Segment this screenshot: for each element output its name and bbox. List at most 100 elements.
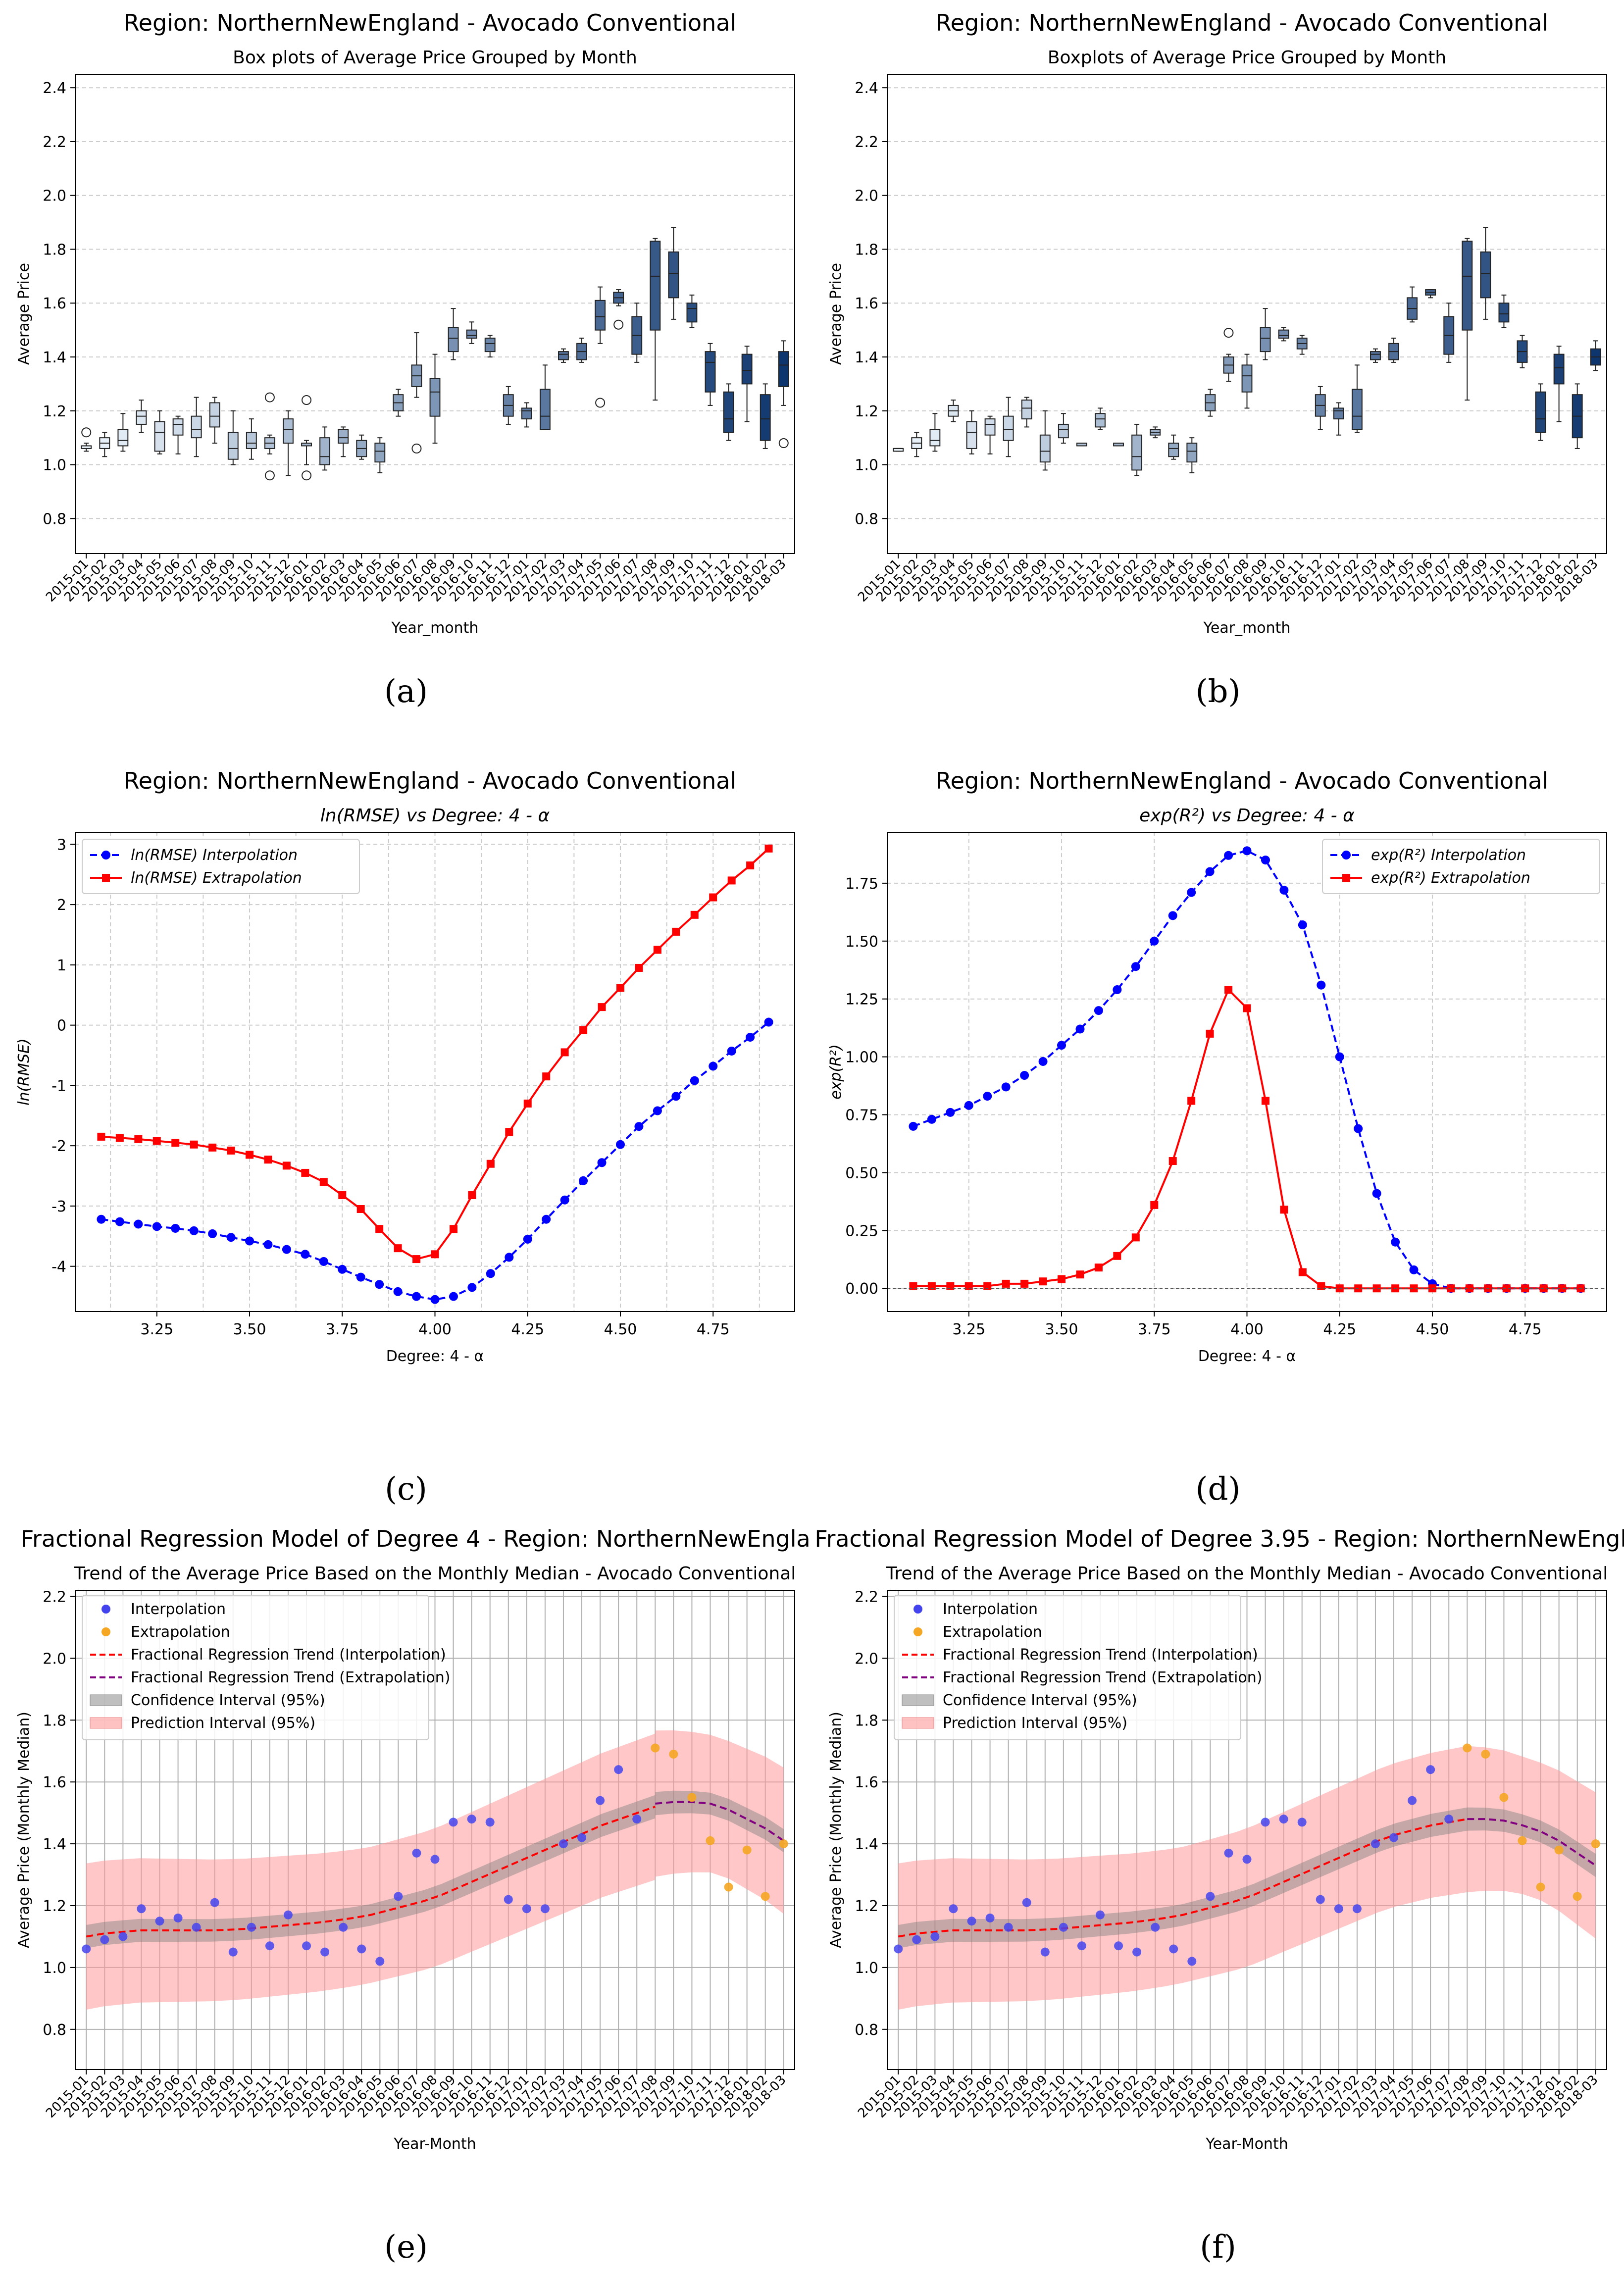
legend-swatch [902, 1717, 934, 1729]
point-interpolation [430, 1855, 440, 1864]
point-extrapolation [653, 946, 661, 954]
point-extrapolation [449, 1225, 457, 1233]
point-interpolation [1094, 1006, 1103, 1015]
y-tick-label: 1.2 [43, 403, 66, 420]
point-interpolation [118, 1932, 128, 1941]
point-interpolation [1426, 1765, 1435, 1774]
y-tick-label: 2.0 [855, 1650, 878, 1668]
box-2016-08 [1241, 354, 1253, 409]
point-interpolation [504, 1895, 513, 1904]
box-2016-12 [1315, 386, 1326, 430]
box-body [227, 432, 239, 460]
legend-label: Fractional Regression Trend (Interpolati… [943, 1646, 1258, 1664]
legend-label: ln(RMSE) Interpolation [131, 847, 298, 864]
legend-label: Extrapolation [131, 1623, 230, 1641]
y-tick-label: 1 [57, 957, 66, 974]
point-interpolation [632, 1815, 642, 1824]
point-extrapolation [319, 1178, 328, 1186]
trend-line-extrapolation [655, 1801, 784, 1842]
point-extrapolation [190, 1140, 198, 1149]
box-2016-06 [393, 389, 404, 417]
point-extrapolation [1499, 1793, 1509, 1802]
box-body [319, 437, 331, 465]
box-2015-04 [136, 400, 147, 433]
box-body [246, 432, 257, 449]
prediction-interval-interpolation [898, 1746, 1468, 2010]
point-extrapolation [651, 1743, 660, 1753]
legend-swatch [90, 1694, 122, 1706]
box-2018-02 [760, 383, 771, 449]
box-body [1186, 443, 1198, 463]
legend-swatch [90, 1717, 122, 1729]
point-extrapolation [375, 1225, 384, 1233]
axes-frame [887, 1590, 1607, 2070]
point-interpolation [1298, 920, 1307, 930]
box-2016-10 [466, 321, 477, 344]
point-extrapolation [598, 1003, 606, 1011]
point-interpolation [338, 1264, 347, 1274]
chart-title: Region: NorthernNewEngland - Avocado Con… [124, 767, 737, 794]
point-interpolation [319, 1257, 328, 1266]
point-interpolation [894, 1944, 903, 1954]
point-interpolation [283, 1910, 293, 1920]
panel-a: Region: NorthernNewEngland - Avocado Con… [0, 0, 812, 758]
point-extrapolation [1372, 1284, 1381, 1293]
box-body [191, 415, 202, 439]
point-extrapolation [115, 1134, 124, 1142]
legend: exp(R²) Interpolation exp(R²) Extrapolati… [1322, 839, 1600, 894]
box-body [1278, 329, 1289, 339]
box-2017-06 [613, 289, 624, 330]
point-interpolation [320, 1947, 330, 1957]
y-tick-label: -4 [51, 1259, 66, 1276]
legend-label: Confidence Interval (95%) [131, 1692, 325, 1709]
point-interpolation [964, 1101, 973, 1110]
point-interpolation [985, 1913, 995, 1922]
box-2016-11 [484, 335, 496, 358]
box-2015-01 [893, 448, 904, 452]
point-interpolation [1391, 1237, 1400, 1247]
box-body [1553, 354, 1565, 385]
box-2017-06 [1425, 289, 1436, 299]
trend-line-interpolation [86, 1806, 656, 1938]
panel-e: Fractional Regression Model of Degree 4 … [0, 1516, 812, 2274]
confidence-interval-extrapolation [655, 1790, 784, 1853]
box-body [484, 337, 496, 353]
box-2017-01 [1333, 402, 1344, 436]
point-extrapolation [1465, 1284, 1473, 1293]
point-interpolation [1316, 1895, 1325, 1904]
point-interpolation [614, 1765, 623, 1774]
point-interpolation [485, 1818, 495, 1827]
y-tick-label: 0.8 [855, 2021, 878, 2039]
box-body [1333, 407, 1344, 420]
point-interpolation [356, 1272, 365, 1282]
y-tick-label: 1.0 [43, 1960, 66, 1977]
box-2017-02 [1351, 364, 1363, 433]
point-interpolation [1408, 1796, 1417, 1805]
point-extrapolation [1243, 1004, 1251, 1012]
point-extrapolation [724, 1882, 733, 1892]
box-2017-07 [1443, 303, 1455, 363]
box-body [705, 351, 716, 393]
y-tick-label: 0.50 [845, 1164, 878, 1182]
x-tick-label: 4.50 [604, 1321, 637, 1338]
legend-swatch [902, 1694, 934, 1706]
point-interpolation [1132, 1947, 1142, 1957]
point-interpolation [967, 1917, 976, 1926]
box-outlier [302, 470, 312, 481]
point-interpolation [1114, 1941, 1123, 1951]
box-outlier [81, 427, 92, 438]
point-interpolation [540, 1904, 550, 1914]
point-interpolation [577, 1833, 587, 1842]
x-axis-label: Year-Month [1205, 2135, 1288, 2153]
point-extrapolation [746, 861, 755, 869]
box-body [1039, 434, 1051, 463]
point-interpolation [597, 1158, 607, 1167]
y-tick-label: 1.8 [855, 1712, 878, 1729]
box-2017-07 [631, 303, 643, 363]
legend-label: Fractional Regression Trend (Extrapolati… [943, 1669, 1262, 1686]
y-tick-label: 1.0 [855, 457, 878, 474]
point-interpolation [1389, 1833, 1399, 1842]
point-interpolation [1187, 1957, 1197, 1966]
box-2015-12 [283, 410, 294, 476]
point-interpolation [1354, 1124, 1363, 1133]
